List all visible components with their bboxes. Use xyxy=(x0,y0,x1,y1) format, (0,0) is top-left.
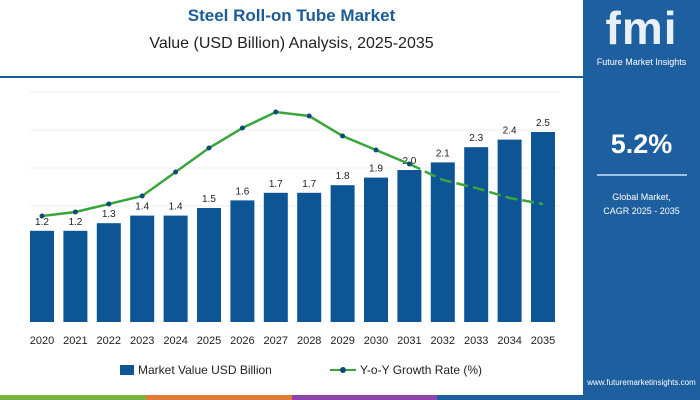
bar-label-2020: 1.2 xyxy=(35,217,49,228)
growth-line-forecast xyxy=(408,162,544,206)
growth-point-2022 xyxy=(106,201,112,207)
fmi-logo: fmi xyxy=(605,2,678,54)
legend: Market Value USD Billion Y-o-Y Growth Ra… xyxy=(0,363,583,379)
bar-label-2027: 1.7 xyxy=(269,179,283,190)
bar-2022 xyxy=(96,223,121,322)
bar-2033 xyxy=(464,147,489,322)
chart-title: Steel Roll-on Tube Market xyxy=(187,6,396,25)
x-tick-2023: 2023 xyxy=(130,335,154,347)
x-tick-2020: 2020 xyxy=(30,335,54,347)
x-tick-2021: 2021 xyxy=(63,335,87,347)
bar-label-2021: 1.2 xyxy=(68,217,82,228)
growth-line xyxy=(41,110,410,218)
x-tick-2031: 2031 xyxy=(397,335,421,347)
x-tick-2030: 2030 xyxy=(364,335,388,347)
bar-2025 xyxy=(197,208,221,322)
bar-2024 xyxy=(163,215,188,322)
bar-label-2029: 1.8 xyxy=(336,171,350,182)
growth-point-2024 xyxy=(173,169,179,175)
bar-label-2035: 2.5 xyxy=(536,118,550,129)
header-divider xyxy=(0,76,583,78)
bar-label-2025: 1.5 xyxy=(202,194,216,205)
growth-point-2021 xyxy=(72,209,78,215)
x-tick-2028: 2028 xyxy=(297,335,321,347)
bar-2030 xyxy=(364,177,388,322)
legend-bar-label: Market Value USD Billion xyxy=(138,363,272,377)
bar-label-2032: 2.1 xyxy=(436,148,450,159)
bar-2034 xyxy=(497,139,522,322)
x-tick-2022: 2022 xyxy=(97,335,121,347)
x-tick-2026: 2026 xyxy=(230,335,254,347)
combo-chart: 1.2 2020 1.2 2021 1.3 2022 1.4 2023 1.4 2024 1.5 20… xyxy=(30,91,560,347)
bar-label-2033: 2.3 xyxy=(469,133,483,144)
bar-label-2031: 2.0 xyxy=(402,156,416,167)
growth-point-2020 xyxy=(39,213,45,219)
cagr-value: 5.2% xyxy=(610,129,673,159)
cagr-desc-2: CAGR 2025 - 2035 xyxy=(603,206,680,216)
bar-2031 xyxy=(397,170,422,322)
growth-point-2030 xyxy=(373,147,379,153)
bar-label-2026: 1.6 xyxy=(235,186,249,197)
x-tick-2024: 2024 xyxy=(163,335,187,347)
growth-point-2031 xyxy=(406,161,412,167)
bar-2023 xyxy=(130,215,155,322)
growth-point-2026 xyxy=(239,125,245,131)
x-tick-2029: 2029 xyxy=(330,335,354,347)
growth-point-2029 xyxy=(340,133,346,139)
bar-2021 xyxy=(63,230,88,322)
bar-label-2022: 1.3 xyxy=(102,209,116,220)
side-panel: fmi Future Market Insights 5.2% Global M… xyxy=(583,0,700,400)
x-tick-2032: 2032 xyxy=(431,335,455,347)
bottom-color-strip xyxy=(0,395,583,400)
growth-point-2025 xyxy=(206,145,212,151)
bar-2032 xyxy=(430,162,455,322)
bar-2026 xyxy=(230,200,255,322)
bar-label-2024: 1.4 xyxy=(169,202,183,213)
brand-name: Future Market Insights xyxy=(596,57,687,67)
bar-2020 xyxy=(30,230,54,322)
legend-line: Y-o-Y Growth Rate (%) xyxy=(330,363,482,377)
legend-bar-swatch xyxy=(120,365,134,375)
growth-point-2027 xyxy=(273,109,279,115)
bar-label-2023: 1.4 xyxy=(135,202,149,213)
x-tick-2034: 2034 xyxy=(497,335,521,347)
panel-divider xyxy=(596,174,687,176)
bar-label-2030: 1.9 xyxy=(369,164,383,175)
bar-2035 xyxy=(531,132,555,322)
website-url: www.futuremarketinsights.com xyxy=(587,378,696,387)
bar-2029 xyxy=(330,185,355,322)
x-tick-2033: 2033 xyxy=(464,335,488,347)
bar-2028 xyxy=(297,192,322,322)
bar-label-2034: 2.4 xyxy=(503,126,517,137)
x-tick-2025: 2025 xyxy=(197,335,221,347)
growth-point-2023 xyxy=(139,193,145,199)
legend-line-swatch xyxy=(330,367,356,373)
legend-line-label: Y-o-Y Growth Rate (%) xyxy=(360,363,483,377)
bar-label-2028: 1.7 xyxy=(302,179,316,190)
chart-subtitle: Value (USD Billion) Analysis, 2025-2035 xyxy=(149,35,434,52)
growth-point-2028 xyxy=(306,113,312,119)
bar-2027 xyxy=(263,192,288,322)
x-tick-2027: 2027 xyxy=(264,335,288,347)
cagr-desc-1: Global Market, xyxy=(612,192,671,202)
x-tick-2035: 2035 xyxy=(531,335,555,347)
legend-bar: Market Value USD Billion xyxy=(120,363,272,377)
